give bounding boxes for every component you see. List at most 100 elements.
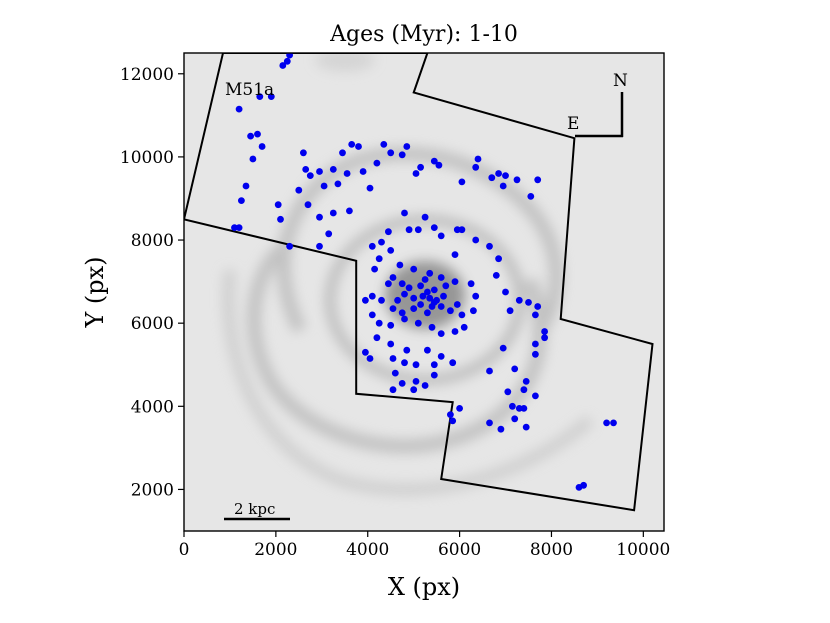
data-point xyxy=(417,282,424,290)
observation-footprint xyxy=(184,53,654,512)
galaxy-label: M51a xyxy=(225,80,274,100)
data-point xyxy=(380,141,388,148)
data-point xyxy=(366,355,374,362)
data-point xyxy=(532,350,539,358)
data-point xyxy=(532,392,539,400)
data-point xyxy=(373,334,381,342)
galaxy-outer-arm xyxy=(222,269,594,496)
y-tick-label: 6000 xyxy=(131,314,174,334)
data-point xyxy=(277,215,284,223)
data-point xyxy=(368,311,376,319)
data-point xyxy=(610,419,617,427)
data-point xyxy=(499,182,507,190)
data-point xyxy=(414,319,422,327)
data-point xyxy=(235,105,243,113)
x-tick-label: 0 xyxy=(179,540,190,560)
data-point xyxy=(421,382,429,389)
data-point xyxy=(387,247,395,254)
data-point xyxy=(368,292,376,300)
data-point xyxy=(283,57,291,65)
scale-bar-label: 2 kpc xyxy=(234,500,275,518)
data-point xyxy=(235,224,243,232)
data-point xyxy=(430,361,438,369)
data-point xyxy=(421,213,429,221)
data-point xyxy=(495,255,502,263)
data-point xyxy=(472,292,480,300)
data-point xyxy=(401,315,408,323)
data-point xyxy=(451,278,459,285)
data-point xyxy=(366,184,374,192)
data-point xyxy=(417,301,424,308)
data-point xyxy=(522,378,530,385)
data-point xyxy=(417,163,424,171)
data-point xyxy=(437,330,445,337)
data-point xyxy=(437,232,445,240)
data-point xyxy=(373,159,381,167)
data-point xyxy=(385,280,392,288)
data-point xyxy=(534,303,542,310)
data-point xyxy=(451,251,459,258)
data-point xyxy=(486,242,493,250)
data-point xyxy=(428,323,436,331)
data-point xyxy=(541,334,548,342)
data-point xyxy=(389,274,397,281)
data-point xyxy=(339,149,346,157)
data-point xyxy=(387,149,395,157)
data-point xyxy=(403,346,411,354)
data-point xyxy=(502,172,509,180)
data-point xyxy=(426,294,434,302)
data-point xyxy=(424,309,431,317)
data-points xyxy=(231,53,617,491)
data-point xyxy=(346,207,353,215)
data-point xyxy=(306,172,314,180)
data-point xyxy=(419,292,427,300)
data-point xyxy=(513,176,521,184)
data-point xyxy=(430,371,438,379)
data-point xyxy=(424,288,431,296)
data-point xyxy=(447,411,454,418)
data-point xyxy=(532,340,539,348)
data-point xyxy=(412,378,420,385)
data-point xyxy=(304,201,312,209)
data-point xyxy=(371,265,378,273)
data-point xyxy=(430,224,438,232)
data-point xyxy=(389,386,397,394)
y-tick-label: 10000 xyxy=(120,148,174,168)
data-point xyxy=(453,301,461,308)
data-point xyxy=(401,359,408,367)
x-tick-label: 2000 xyxy=(254,540,297,560)
data-point xyxy=(410,294,418,302)
data-point xyxy=(300,149,307,157)
data-point xyxy=(437,303,445,310)
data-point xyxy=(412,361,420,369)
data-point xyxy=(302,166,310,173)
data-point xyxy=(242,182,250,190)
data-point xyxy=(458,178,466,186)
chart-title: Ages (Myr): 1-10 xyxy=(329,22,518,47)
data-point xyxy=(442,282,450,290)
data-point xyxy=(320,182,328,190)
data-point xyxy=(497,425,505,433)
data-point xyxy=(515,405,523,412)
data-point xyxy=(474,155,482,163)
data-point xyxy=(424,346,431,354)
x-tick-label: 6000 xyxy=(438,540,481,560)
data-point xyxy=(511,415,519,423)
data-point xyxy=(394,296,401,304)
data-point xyxy=(249,155,257,163)
galaxy-spiral-arm-south xyxy=(247,245,547,454)
data-point xyxy=(343,170,351,177)
y-tick-label: 2000 xyxy=(131,480,174,500)
data-point xyxy=(258,143,266,150)
data-point xyxy=(541,328,548,335)
data-point xyxy=(532,311,539,319)
galaxy-spiral-arm-north xyxy=(277,146,564,334)
data-point xyxy=(286,53,293,59)
data-point xyxy=(486,419,493,427)
data-point xyxy=(504,388,512,396)
data-point xyxy=(458,226,466,234)
data-point xyxy=(447,307,454,315)
data-point xyxy=(580,481,587,489)
data-point xyxy=(279,62,287,69)
data-point xyxy=(286,242,293,250)
